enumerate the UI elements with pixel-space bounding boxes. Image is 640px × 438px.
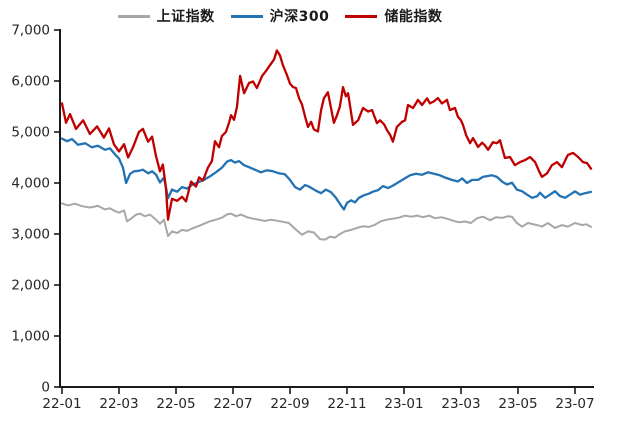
x-axis-label: 22-09 [270,396,309,412]
y-axis-label: 0 [41,380,50,396]
series-line-chuneng-index [60,49,593,221]
y-axis-label: 7,000 [11,23,50,39]
blue-line-swatch [230,14,263,18]
y-axis-label: 2,000 [11,278,50,294]
x-axis-label: 22-07 [213,396,252,412]
y-axis-label: 5,000 [11,125,50,141]
y-axis-label: 4,000 [11,176,50,192]
red-line-swatch [345,14,378,18]
x-axis-label: 23-07 [555,396,594,412]
x-axis-label: 23-01 [384,396,423,412]
y-axis-label: 1,000 [11,329,50,345]
x-axis-label: 23-05 [498,396,537,412]
legend-label: 上证指数 [156,9,215,25]
y-axis-label: 3,000 [11,227,50,243]
legend-item-hushen300: 沪深300 [230,6,330,26]
series-line-shangzheng-index [61,202,592,241]
legend-label: 沪深300 [269,9,330,25]
x-axis-label: 23-03 [441,396,480,412]
gray-line-swatch [117,14,150,18]
legend-item-shangzheng: 上证指数 [117,6,215,26]
x-axis-label: 22-11 [327,396,366,412]
x-axis-label: 22-01 [42,396,81,412]
chart-legend: 上证指数 沪深300 储能指数 [0,6,560,26]
x-axis-label: 22-05 [156,396,195,412]
legend-item-chuneng: 储能指数 [345,6,442,26]
x-axis-label: 22-03 [99,396,138,412]
series-line-hushen300 [60,137,593,211]
y-axis-label: 6,000 [11,74,50,90]
legend-label: 储能指数 [384,9,443,25]
